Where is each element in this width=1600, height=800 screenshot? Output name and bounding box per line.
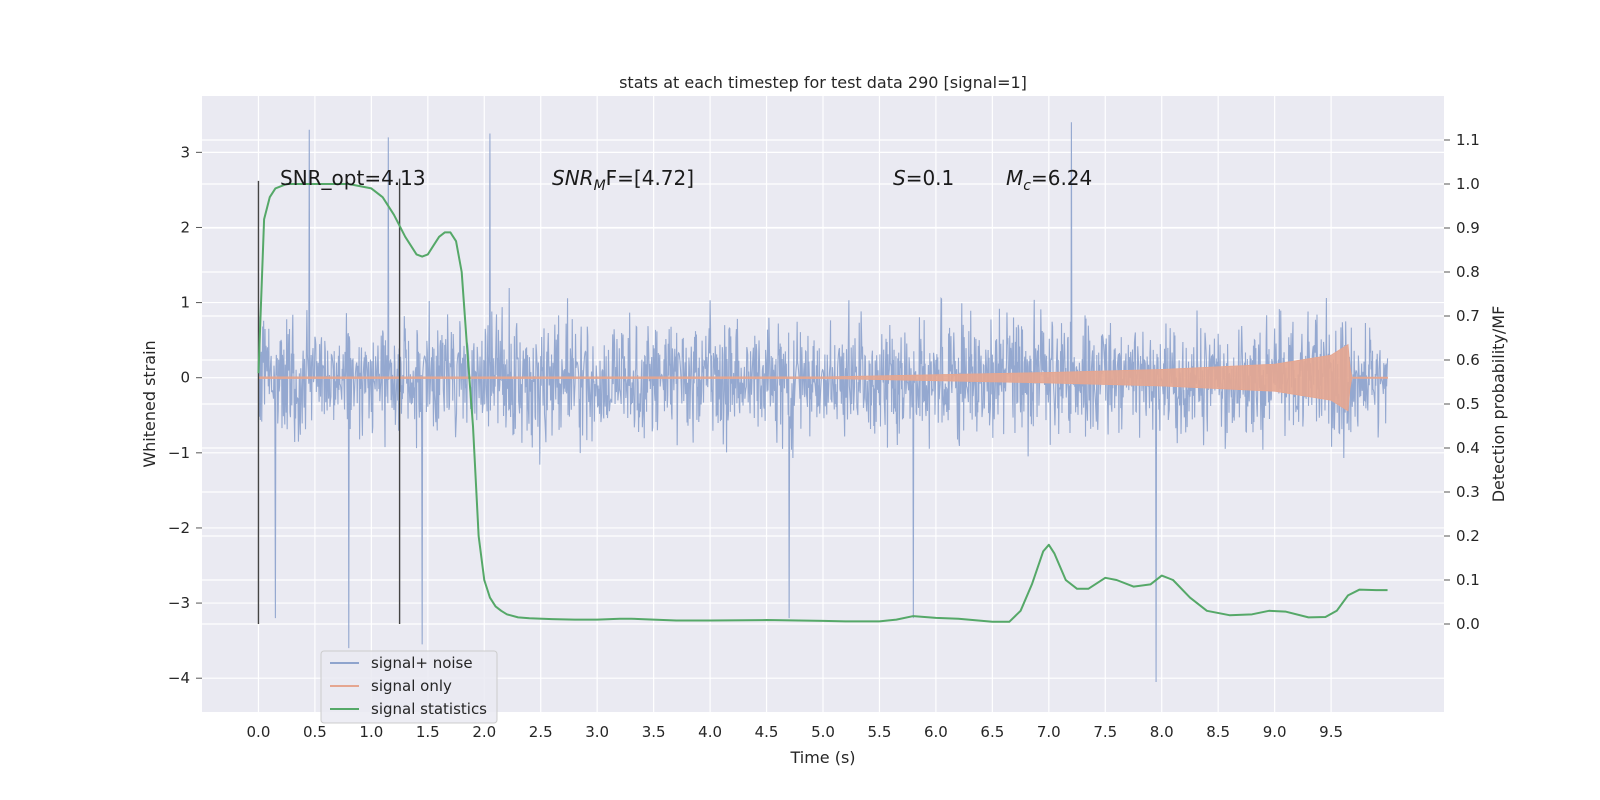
y-right-tick-label-6: 0.5 — [1456, 395, 1480, 413]
y-right-tick-label-4: 0.7 — [1456, 307, 1480, 325]
y-right-tick-label-10: 0.1 — [1456, 571, 1480, 589]
x-tick-label-19: 9.5 — [1319, 723, 1343, 741]
x-tick-label-13: 6.5 — [980, 723, 1004, 741]
annotation-mc-sub: c — [1023, 178, 1031, 194]
x-tick-label-1: 0.5 — [303, 723, 327, 741]
annotation-snr-mf-rest: F=[4.72] — [606, 166, 694, 190]
grid — [202, 96, 1444, 712]
y-left-tick-label-6: −3 — [168, 594, 190, 612]
x-tick-label-10: 5.0 — [811, 723, 835, 741]
x-tick-label-2: 1.0 — [359, 723, 383, 741]
x-tick-label-0: 0.0 — [247, 723, 271, 741]
y-right-tick-label-0: 1.1 — [1456, 131, 1480, 149]
y-right-tick-label-11: 0.0 — [1456, 615, 1480, 633]
x-tick-label-14: 7.0 — [1037, 723, 1061, 741]
band-signal-only — [258, 343, 1388, 412]
annotation-s: S=0.1 — [893, 166, 954, 190]
line-signal-statistics — [257, 183, 1388, 623]
x-tick-label-4: 2.0 — [472, 723, 496, 741]
x-tick-label-17: 8.5 — [1206, 723, 1230, 741]
series-signal-only — [258, 343, 1388, 412]
x-tick-label-18: 9.0 — [1263, 723, 1287, 741]
x-tick-label-7: 3.5 — [642, 723, 666, 741]
y-left-axis-label: Whitened strain — [140, 340, 159, 467]
annotation-snr-opt: SNR_opt=4.13 — [280, 166, 426, 190]
x-tick-label-6: 3.0 — [585, 723, 609, 741]
x-tick-label-8: 4.0 — [698, 723, 722, 741]
y-right-axis-label: Detection probability/MF — [1489, 306, 1508, 503]
y-right-tick-label-5: 0.6 — [1456, 351, 1480, 369]
x-tick-label-9: 4.5 — [755, 723, 779, 741]
y-right-tick-label-7: 0.4 — [1456, 439, 1480, 457]
legend-label-signal-plus-noise: signal+ noise — [371, 654, 473, 672]
y-left-tick-label-3: 0 — [180, 369, 190, 387]
legend-box — [320, 650, 498, 724]
y-right-tick-label-9: 0.2 — [1456, 527, 1480, 545]
annotation-mc-var: M — [1006, 166, 1023, 190]
annotation-s-var: S — [893, 166, 906, 190]
y-left-tick-label-1: 2 — [180, 218, 190, 236]
y-left-tick-label-7: −4 — [168, 669, 190, 687]
y-left-tick-label-2: 1 — [180, 294, 190, 312]
y-left-tick-label-0: 3 — [180, 143, 190, 161]
y-right-tick-label-1: 1.0 — [1456, 175, 1480, 193]
x-tick-label-3: 1.5 — [416, 723, 440, 741]
x-axis-label: Time (s) — [789, 748, 855, 767]
x-axis-ticks: 0.0 0.5 1.0 1.5 2.0 2.5 3.0 3.5 4.0 4.5 5.0 5.5 6.0 6… — [247, 723, 1343, 741]
annotation-snr-mf: SNRMF=[4.72] — [552, 166, 694, 194]
legend-label-signal-statistics: signal statistics — [371, 700, 487, 718]
y-right-tick-label-8: 0.3 — [1456, 483, 1480, 501]
annotation-s-val: =0.1 — [906, 166, 955, 190]
vertical-markers — [257, 178, 401, 624]
annotation-snr-mf-base: SNR — [552, 166, 594, 190]
legend: signal+ noise signal only signal statist… — [320, 650, 498, 724]
annotation-mc: Mc=6.24 — [1006, 166, 1092, 194]
annotation-snr-mf-sub: M — [594, 178, 606, 194]
legend-label-signal-only: signal only — [371, 677, 452, 695]
x-tick-label-15: 7.5 — [1093, 723, 1117, 741]
x-tick-label-16: 8.0 — [1150, 723, 1174, 741]
y-left-axis-ticks: 3 2 1 0 −1 −2 −3 −4 — [168, 143, 202, 687]
chart-title: stats at each timestep for test data 290… — [619, 73, 1027, 92]
series-signal-statistics — [257, 183, 1388, 623]
y-right-axis-ticks: 1.1 1.0 0.9 0.8 0.7 0.6 0.5 0.4 0.3 0.2 0.1 0.0 — [1444, 131, 1480, 633]
y-right-tick-label-3: 0.8 — [1456, 263, 1480, 281]
y-left-tick-label-4: −1 — [168, 444, 190, 462]
x-tick-label-5: 2.5 — [529, 723, 553, 741]
y-left-tick-label-5: −2 — [168, 519, 190, 537]
x-tick-label-12: 6.0 — [924, 723, 948, 741]
y-right-tick-label-2: 0.9 — [1456, 219, 1480, 237]
x-tick-label-11: 5.5 — [868, 723, 892, 741]
annotation-mc-val: =6.24 — [1031, 166, 1092, 190]
